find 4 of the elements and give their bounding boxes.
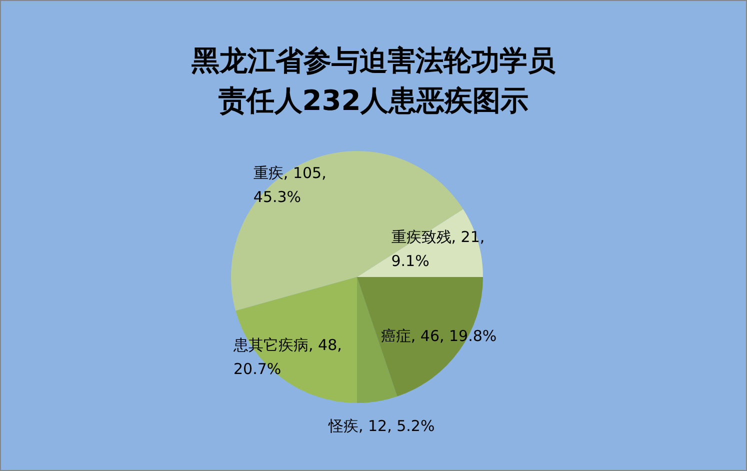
slice-label: 重疾, 105, 45.3%: [253, 162, 328, 208]
chart-title: 黑龙江省参与迫害法轮功学员责任人232人患恶疾图示: [190, 43, 556, 119]
slice-label: 重疾致残, 21, 9.1%: [391, 226, 486, 272]
slice-label: 怪疾, 12, 5.2%: [328, 416, 435, 438]
